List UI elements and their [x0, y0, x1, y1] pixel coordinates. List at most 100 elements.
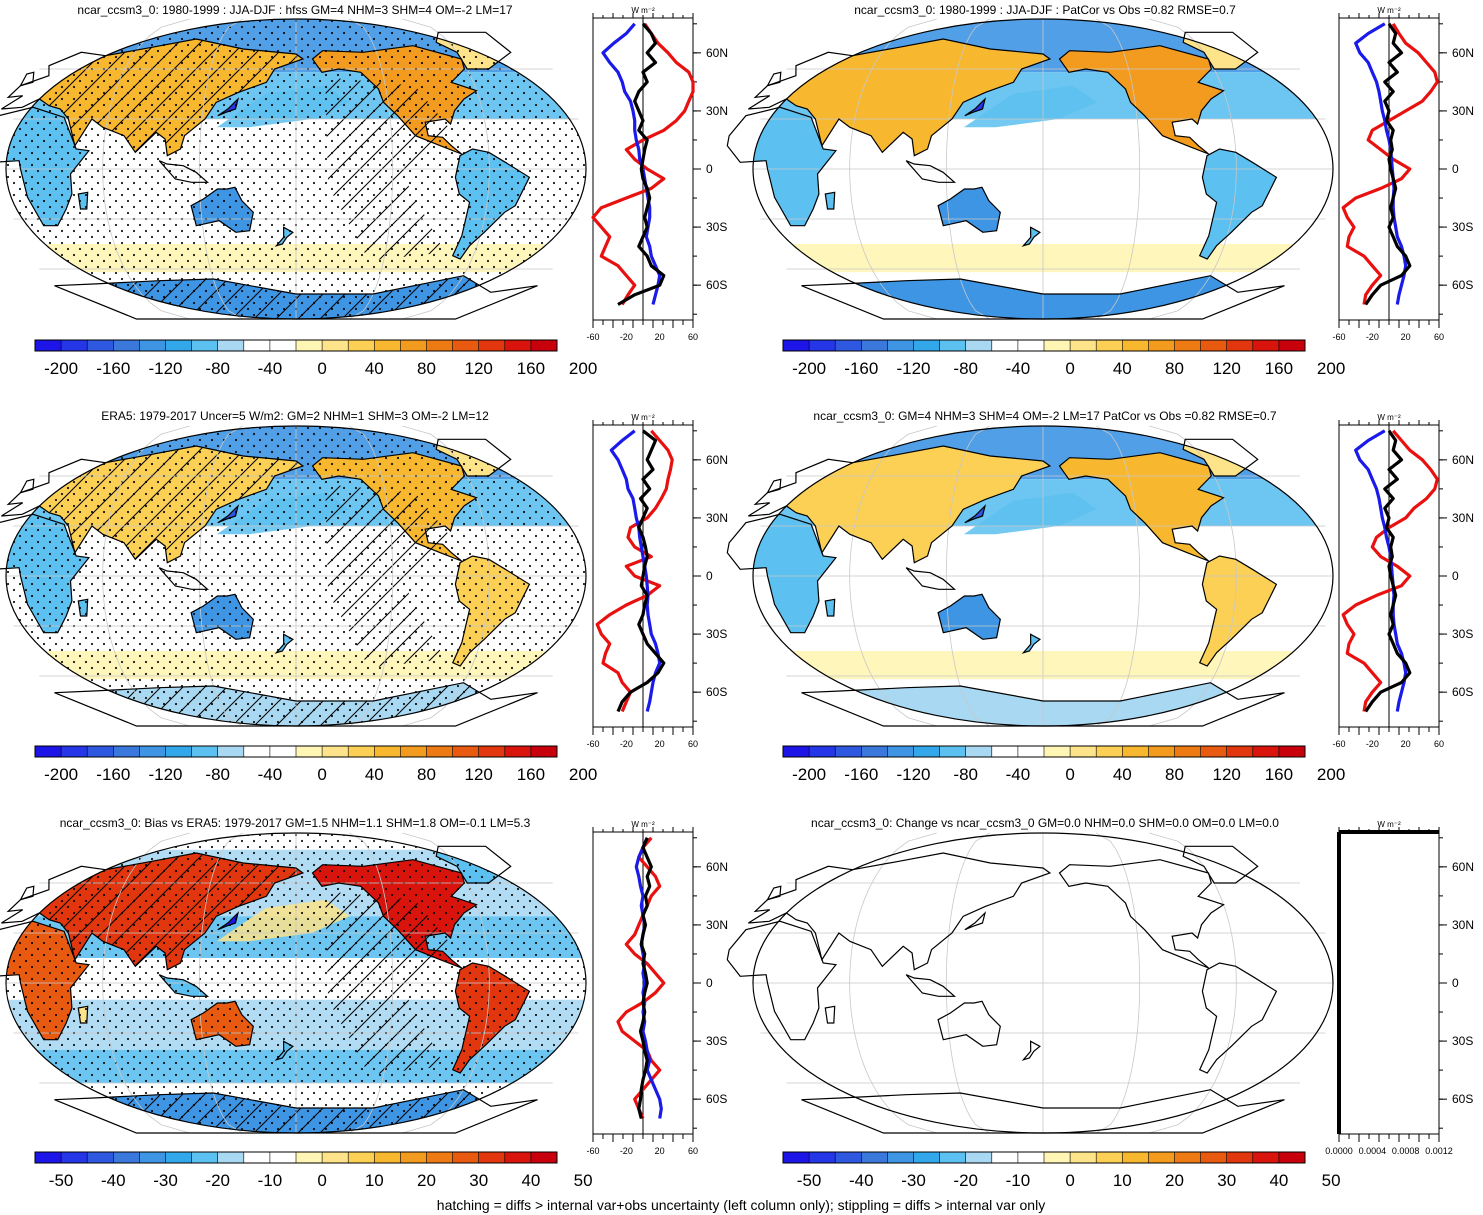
coastline-madagascar: [77, 598, 89, 617]
coastline-africa: [726, 920, 838, 1041]
colorbar-label: -120: [896, 765, 930, 784]
colorbar-swatch: [61, 746, 88, 757]
coastline-uk: [766, 885, 782, 901]
colorbar-label: 120: [1213, 765, 1241, 784]
profile-x-tick-label: -20: [620, 1146, 633, 1156]
coastline-australia: [937, 1000, 1001, 1047]
land-fill-australia: [938, 187, 1001, 233]
colorbar-swatch: [1044, 340, 1071, 351]
colorbar-label: 120: [465, 359, 493, 378]
colorbar: -50 -40 -30 -20 -10 0 10 20 30 40 50: [782, 1151, 1341, 1190]
profile-x-tick-label: -20: [1366, 332, 1379, 342]
colorbar-swatch: [217, 1152, 245, 1163]
coastline-samerica: [1198, 555, 1278, 667]
colorbar-swatch: [1017, 340, 1045, 351]
colorbar-swatch: [991, 1152, 1019, 1163]
graticule-lon: [1095, 425, 1141, 727]
colorbar-swatch: [217, 340, 245, 351]
coastline-samerica: [451, 555, 531, 667]
coastline-africa: [0, 920, 91, 1041]
coastline-samerica: [451, 962, 531, 1074]
colorbar-label: -200: [44, 765, 78, 784]
profile-x-tick-label: 20: [655, 332, 665, 342]
profile-unit-label: W m⁻²: [631, 820, 655, 829]
profile-line-red: [616, 836, 666, 1120]
colorbar-label: -40: [258, 359, 283, 378]
map-panel: [726, 425, 1334, 727]
colorbar-swatch: [322, 1152, 349, 1163]
colorbar-swatch: [887, 746, 914, 757]
colorbar-label: -50: [49, 1171, 74, 1190]
colorbar-swatch: [965, 340, 993, 351]
coastline-uk: [19, 885, 35, 901]
colorbar-label: -160: [96, 359, 130, 378]
profile-lat-label: 60N: [1452, 46, 1474, 60]
coastline-eurasia: [1, 38, 305, 157]
colorbar-swatch: [530, 746, 558, 757]
colorbar-swatch: [835, 340, 862, 351]
land-fill-indonesia: [906, 160, 955, 183]
coastline-madagascar: [824, 1005, 836, 1024]
profile-x-tick-label: -60: [1332, 332, 1345, 342]
panel-title: ncar_ccsm3_0: 1980-1999 : JJA-DJF : hfss…: [77, 3, 513, 17]
colorbar-label: -50: [797, 1171, 822, 1190]
coastline-australia: [937, 593, 1001, 640]
coastline-antarctica: [54, 275, 538, 320]
profile-line-red: [1341, 429, 1439, 712]
colorbar-swatch: [87, 746, 114, 757]
coastline-madagascar: [77, 1005, 89, 1024]
profile-x-tick-label: 60: [1434, 332, 1444, 342]
coastline-madagascar: [77, 191, 89, 210]
coastline-indonesia: [905, 974, 957, 997]
coastline-japan: [217, 911, 240, 931]
coastline-eurasia: [748, 445, 1052, 564]
colorbar-swatch: [269, 746, 297, 757]
colorbar-swatch: [61, 1152, 88, 1163]
pacific-anomaly: [963, 492, 1097, 535]
colorbar-swatch: [887, 340, 914, 351]
coastline-uk: [19, 71, 35, 87]
colorbar-swatch: [530, 340, 558, 351]
land-fill-samerica: [1199, 556, 1277, 666]
profile-line-red: [595, 429, 674, 713]
colorbar-label: 30: [469, 1171, 488, 1190]
colorbar-swatch: [113, 1152, 140, 1163]
colorbar-swatch: [1226, 1152, 1254, 1163]
coastline-samerica: [1198, 962, 1278, 1074]
profile-unit-label: W m⁻²: [631, 6, 655, 15]
coastline-greenland: [435, 31, 512, 70]
graticule-lon: [348, 425, 394, 727]
coastline-eurasia: [1, 445, 305, 564]
colorbar-swatch: [348, 1152, 375, 1163]
profile-lat-label: 30N: [1452, 104, 1474, 118]
profile-x-tick-label: 0.0004: [1359, 1146, 1387, 1156]
colorbar-swatch: [965, 746, 993, 757]
colorbar-swatch: [530, 1152, 558, 1163]
colorbar-swatch: [1070, 340, 1097, 351]
profile-lat-label: 0: [1452, 162, 1459, 176]
colorbar-label: 40: [365, 765, 384, 784]
colorbar-swatch: [504, 746, 532, 757]
profile-line-blue: [1354, 429, 1408, 712]
colorbar-swatch: [1252, 746, 1280, 757]
colorbar-label: 80: [417, 765, 436, 784]
colorbar-swatch: [1174, 340, 1202, 351]
panel-title: ncar_ccsm3_0: GM=4 NHM=3 SHM=4 OM=-2 LM=…: [813, 409, 1277, 423]
colorbar-label: -10: [258, 1171, 283, 1190]
map-panel: [726, 832, 1334, 1134]
coastline-antarctica: [54, 1089, 538, 1134]
colorbar-label: -20: [953, 1171, 978, 1190]
graticule-lon: [1095, 18, 1141, 320]
coastline-greenland: [435, 438, 512, 477]
profile-unit-label: W m⁻²: [631, 413, 655, 422]
profile-line-black: [616, 429, 666, 713]
colorbar-swatch: [939, 746, 967, 757]
coastline-africa: [0, 106, 91, 227]
colorbar-swatch: [1226, 746, 1254, 757]
colorbar-label: 200: [569, 765, 597, 784]
colorbar-swatch: [1200, 746, 1228, 757]
graticule-lon: [348, 18, 394, 320]
colorbar-swatch: [1174, 1152, 1202, 1163]
colorbar-label: 200: [1317, 359, 1345, 378]
